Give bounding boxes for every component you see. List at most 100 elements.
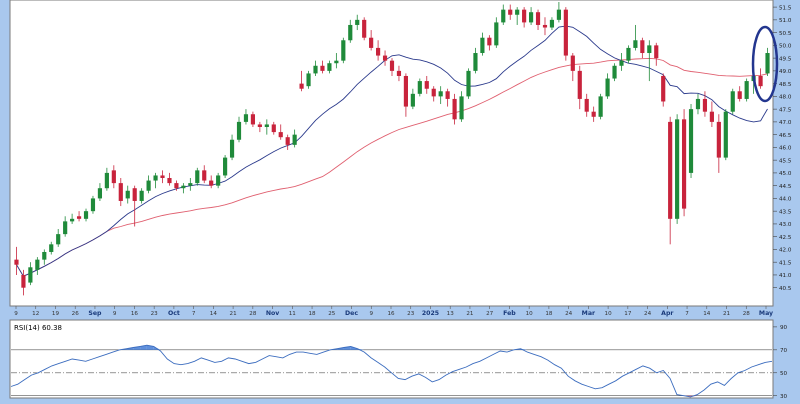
candle-body [487,37,492,46]
candle-body [292,134,297,145]
candle [438,86,443,105]
candle [702,91,708,117]
candle-body [494,22,499,46]
candle-body [591,111,596,117]
x-tick-label: 21 [466,311,474,317]
y-tick-label: 40.5 [779,286,792,292]
candle [410,88,415,110]
ma-slow-line [16,57,768,277]
candle-body [417,81,422,94]
candle-body [633,40,638,48]
y-tick-label: 45.0 [779,171,792,177]
candle [167,172,172,186]
candle-body [216,175,221,186]
candle [737,86,742,102]
candle [681,109,687,217]
candle [480,32,485,56]
candle [49,241,54,255]
y-tick-label: 46.5 [779,133,792,139]
candle-body [271,124,276,133]
candle [695,93,701,115]
candle-body [480,37,485,54]
candle-body [473,53,478,71]
candle-body [542,24,548,28]
candlesticks [14,2,770,296]
candle [619,53,624,71]
candle [647,40,652,82]
candle [549,17,555,31]
candle [459,91,464,122]
y-tick-label: 41.0 [779,273,792,279]
candle [716,114,721,173]
candle-body [681,119,687,209]
candle [229,134,235,161]
candle [139,188,144,204]
candle [14,246,19,275]
x-tick-label: 14 [703,311,711,317]
candle-body [90,198,96,212]
candle [382,50,388,66]
rsi-tick-label: 70 [780,348,788,354]
candle [591,106,596,122]
y-tick-label: 48.0 [779,95,792,101]
candle [612,63,617,82]
candle [605,73,610,99]
candle-body [202,170,207,181]
x-tick-label: 7 [192,311,196,317]
x-tick-label: 9 [369,311,373,317]
candle-body [83,211,89,219]
candle [661,73,666,107]
candle [264,119,269,135]
candle-body [174,183,179,189]
rsi-panel [10,344,773,398]
candle-body [466,70,471,97]
candle [209,175,214,189]
candle [723,109,728,161]
candle [104,167,109,191]
candle [542,17,548,36]
candle [668,116,673,245]
candle [271,121,276,135]
y-tick-label: 45.5 [779,158,792,164]
candle [111,165,116,189]
rsi-overbought-fill [133,346,141,350]
candle [466,68,471,99]
candle-body [118,183,123,201]
candle [626,45,631,64]
y-tick-label: 44.0 [779,197,792,203]
y-tick-label: 44.5 [779,184,792,190]
candle-body [744,81,749,99]
candle-body [264,124,269,127]
candle [633,24,638,51]
candle-body [167,178,172,184]
candle-body [313,65,318,74]
candle-body [549,19,555,28]
candle-body [605,78,610,97]
candle [452,93,457,125]
candle [153,172,158,189]
candle [28,262,33,286]
candle [348,19,353,43]
rsi-overbought-fill [153,346,161,350]
x-tick-label: 16 [387,311,395,317]
candle [765,47,770,76]
candle-body [355,19,360,25]
candle-body [243,114,249,122]
candle-body [299,83,304,89]
candle [76,211,82,222]
candle-body [688,109,694,173]
candle [577,65,582,110]
candle-body [181,185,186,189]
candle-body [584,98,589,112]
candle [118,178,123,207]
candle-body [459,96,464,120]
rsi-y-axis: 90 70 50 30 [773,325,788,400]
y-tick-label: 50.5 [779,31,792,37]
candle [202,165,207,184]
x-tick-label: 26 [72,311,80,317]
x-tick-label: Sep [88,310,102,317]
rsi-tick-label: 90 [780,325,788,331]
candle [188,178,193,191]
candle-body [334,60,339,64]
candle-body [431,88,436,97]
